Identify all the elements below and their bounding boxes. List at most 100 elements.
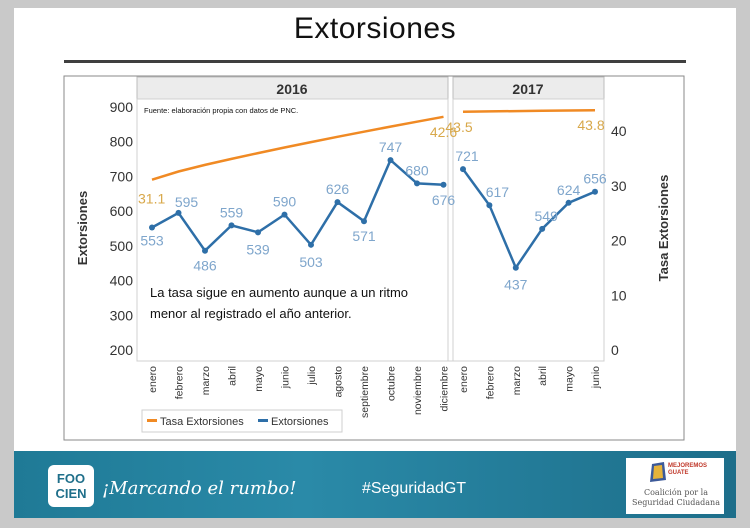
extorsiones-label: 437 — [504, 277, 528, 293]
coalition-logo: MEJOREMOS GUATE Coalición por la Segurid… — [626, 458, 724, 514]
coalition-line-1: Coalición por la — [643, 488, 708, 497]
extorsiones-point — [565, 199, 572, 206]
xtick-2016: agosto — [333, 366, 345, 398]
extorsiones-point — [361, 218, 367, 225]
extorsiones-label: 590 — [273, 194, 297, 210]
tasa-label: 43.8 — [577, 117, 604, 133]
extorsiones-line-2016 — [151, 158, 444, 253]
xtick-2016: mayo — [253, 366, 265, 392]
extorsiones-point — [512, 264, 519, 271]
extorsiones-point — [592, 188, 598, 195]
coalition-badge-icon — [650, 462, 666, 482]
coalition-name: Coalición por la Seguridad Ciudadana — [632, 488, 720, 508]
chart-frame — [63, 75, 685, 441]
ytick-left: 500 — [110, 238, 134, 254]
extorsiones-label: 676 — [432, 192, 456, 208]
tasa-line-2017 — [462, 108, 596, 114]
extorsiones-point — [149, 224, 155, 231]
logo-line-1: FOO — [57, 471, 85, 486]
xtick-2017: marzo — [511, 366, 523, 395]
extorsiones-label: 553 — [140, 232, 164, 248]
tasa-label: 43.5 — [445, 119, 472, 135]
footer-hashtag: #SeguridadGT — [362, 480, 467, 497]
extorsiones-label: 559 — [220, 204, 244, 220]
foo-cien-logo: FOO CIEN — [48, 465, 94, 507]
extorsiones-label: 680 — [405, 162, 429, 178]
extorsiones-point — [175, 209, 182, 216]
extorsiones-point — [539, 225, 546, 232]
xtick-2016: septiembre — [359, 366, 371, 418]
legend-box — [141, 409, 343, 433]
page-title: Extorsiones — [293, 12, 457, 45]
extorsiones-point — [281, 211, 288, 218]
extorsiones-point — [228, 222, 235, 229]
ytick-left: 400 — [110, 273, 134, 289]
title-divider — [64, 60, 686, 63]
extorsiones-point — [334, 199, 341, 206]
extorsiones-label: 539 — [246, 241, 270, 257]
ylabel-right: Tasa Extorsiones — [656, 175, 671, 282]
xtick-2017: abril — [537, 366, 549, 386]
extorsiones-label: 624 — [557, 182, 581, 198]
ytick-left: 800 — [110, 134, 134, 150]
extorsiones-label: 617 — [486, 184, 510, 200]
ytick-right: 10 — [611, 287, 627, 303]
extorsiones-label: 721 — [455, 148, 479, 164]
extorsiones-point — [460, 166, 466, 173]
coalition-badge-text: MEJOREMOS GUATE — [668, 463, 708, 476]
ytick-right: 40 — [611, 123, 627, 139]
extorsiones-label: 503 — [299, 254, 323, 270]
panel-label-2016: 2016 — [276, 81, 307, 97]
extorsiones-line-2017 — [461, 168, 596, 271]
ylabel-left: Extorsiones — [75, 191, 90, 265]
xtick-2016: marzo — [200, 366, 212, 395]
legend-swatch-extorsiones — [258, 419, 268, 422]
ytick-left: 300 — [110, 307, 134, 323]
xtick-2016: abril — [227, 366, 239, 386]
xtick-2016: febrero — [174, 366, 186, 399]
xtick-2016: octubre — [386, 366, 398, 401]
tasa-label: 31.1 — [138, 191, 165, 207]
source-note: Fuente: elaboración propia con datos de … — [144, 106, 298, 115]
extorsiones-label: 595 — [175, 194, 199, 210]
extorsiones-label: 656 — [583, 171, 607, 187]
annotation-line-1: La tasa sigue en aumento aunque a un rit… — [150, 285, 408, 300]
annotation-line-2: menor al registrado el año anterior. — [150, 306, 352, 321]
extorsiones-point — [308, 241, 314, 248]
ytick-left: 700 — [110, 168, 134, 184]
ytick-left: 600 — [110, 203, 134, 219]
xtick-2017: junio — [590, 366, 602, 389]
tasa-label: 42.6 — [430, 124, 457, 140]
ytick-left: 900 — [110, 99, 134, 115]
extorsiones-label: 571 — [352, 228, 376, 244]
xtick-2016: noviembre — [412, 366, 424, 415]
xtick-2016: diciembre — [439, 366, 451, 412]
logo-line-2: CIEN — [55, 486, 86, 501]
ytick-right: 0 — [611, 342, 619, 358]
extorsiones-point — [387, 157, 394, 164]
xtick-2017: mayo — [564, 366, 576, 392]
ytick-right: 20 — [611, 233, 627, 249]
legend-swatch-tasa — [147, 419, 157, 422]
extorsiones-point — [255, 229, 261, 236]
legend-label-extorsiones: Extorsiones — [271, 416, 329, 428]
xtick-2016: enero — [147, 366, 159, 393]
extorsiones-label: 747 — [379, 139, 403, 155]
xtick-2017: enero — [458, 366, 470, 393]
extorsiones-point — [202, 247, 208, 254]
ytick-right: 30 — [611, 178, 627, 194]
xtick-2016: julio — [306, 366, 318, 386]
footer-bar — [14, 451, 736, 518]
extorsiones-label: 486 — [193, 258, 217, 274]
xtick-2017: febrero — [484, 366, 496, 399]
footer-slogan: ¡Marcando el rumbo! — [102, 478, 297, 499]
legend-label-tasa: Tasa Extorsiones — [160, 416, 244, 428]
coalition-line-2: Seguridad Ciudadana — [632, 498, 720, 507]
extorsiones-label: 549 — [535, 208, 559, 224]
extorsiones-point — [486, 202, 493, 209]
ytick-left: 200 — [110, 342, 134, 358]
extorsiones-point — [414, 180, 420, 187]
panel-label-2017: 2017 — [512, 81, 543, 97]
tasa-line-2016 — [151, 115, 444, 181]
